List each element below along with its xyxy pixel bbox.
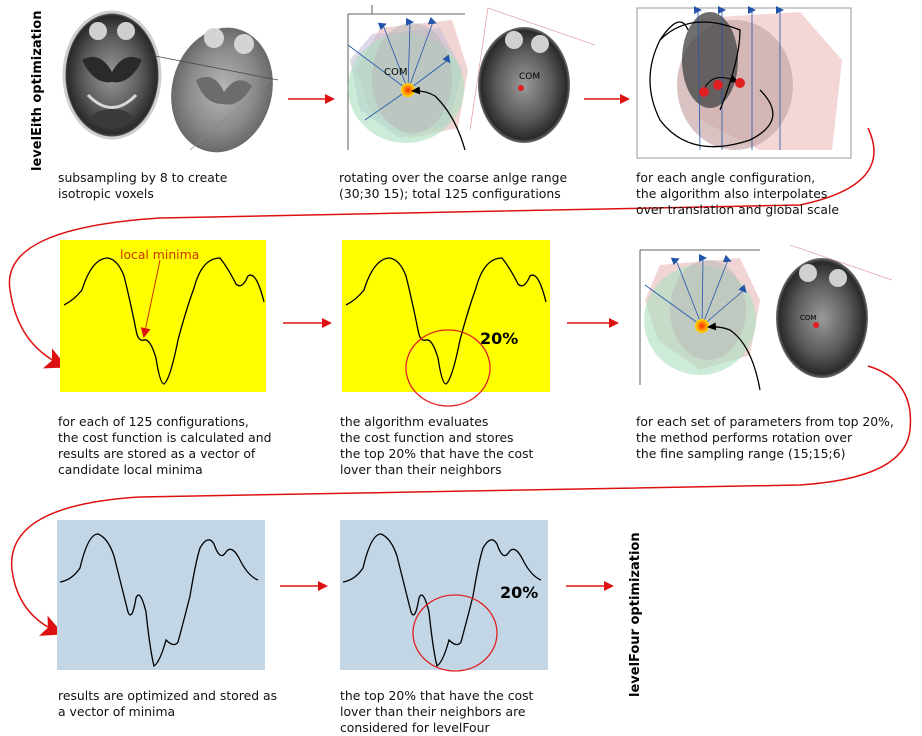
caption-fine-rotation: for each set of parameters from top 20%,… [636, 414, 894, 461]
com-label-small: COM [519, 72, 540, 82]
level-eith-label: levelEith optimization [30, 10, 45, 171]
mri-brain-com: COM [469, 7, 596, 143]
level-four-label: levelFour optimization [628, 532, 643, 697]
fine-rotation-illustration [639, 249, 761, 391]
arrow-row2-to-row3 [10, 365, 912, 636]
interpolation-illustration [636, 6, 852, 159]
minima-vector-panel-1 [57, 520, 265, 670]
caption-interpolation: for each angle configuration, the algori… [636, 170, 840, 217]
mri-brain-subsampled [149, 27, 279, 153]
caption-minima-vector: results are optimized and stored as a ve… [58, 688, 278, 719]
rotation-illustration: COM [347, 5, 468, 151]
top-20-percent-label-row3: 20% [500, 583, 538, 602]
caption-coarse-rotation: rotating over the coarse anlge range (30… [339, 170, 568, 201]
cost-function-panel-2: 20% [342, 240, 550, 407]
mri-brain-row2: COM [776, 244, 893, 378]
local-minima-label: local minima [120, 247, 199, 262]
cost-function-panel-1: local minima [60, 240, 266, 392]
caption-evaluate-top20: the algorithm evaluates the cost functio… [340, 414, 534, 477]
caption-levelfour: the top 20% that have the cost lover tha… [340, 688, 534, 735]
mri-brain-dark [62, 10, 162, 140]
com-label-row2: COM [800, 314, 816, 322]
minima-vector-panel-2: 20% [340, 520, 548, 672]
top-20-percent-label: 20% [480, 329, 518, 348]
com-label: COM [384, 67, 407, 78]
caption-cost-function: for each of 125 configurations, the cost… [58, 414, 272, 477]
caption-subsampling: subsampling by 8 to create isotropic vox… [58, 170, 228, 201]
arrow-row1-to-row2 [8, 127, 875, 369]
